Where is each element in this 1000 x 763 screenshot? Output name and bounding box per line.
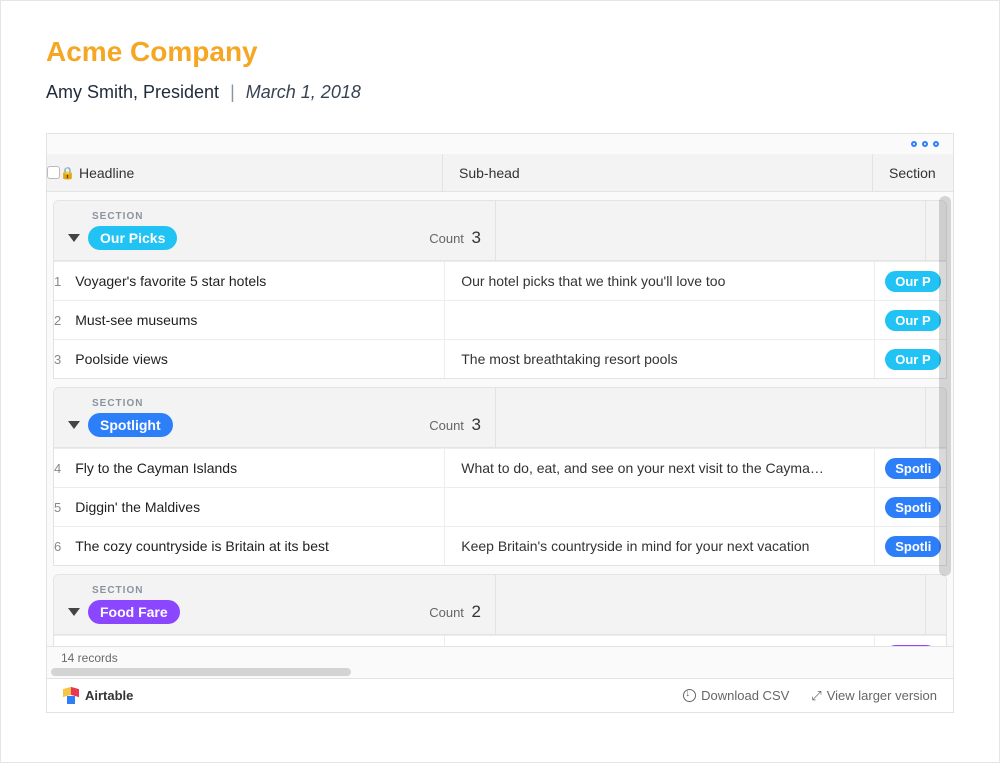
group: SECTION Our Picks Count 3 1Voyager's favori… bbox=[53, 200, 947, 379]
cell-subhead[interactable] bbox=[445, 488, 875, 526]
horizontal-scrollbar-track[interactable] bbox=[47, 668, 953, 678]
table-row[interactable]: 1Voyager's favorite 5 star hotelsOur hot… bbox=[54, 261, 946, 300]
date: March 1, 2018 bbox=[246, 82, 361, 102]
section-badge: Spotlight bbox=[88, 413, 173, 437]
table-row[interactable]: 6The cozy countryside is Britain at its … bbox=[54, 526, 946, 565]
table-row[interactable]: 4Fly to the Cayman IslandsWhat to do, ea… bbox=[54, 448, 946, 487]
byline-separator: | bbox=[224, 82, 241, 102]
cell-section[interactable]: Food bbox=[875, 636, 947, 646]
group: SECTION Spotlight Count 3 4Fly to the Cayma… bbox=[53, 387, 947, 566]
airtable-logo-icon bbox=[63, 688, 79, 704]
download-icon bbox=[683, 689, 696, 702]
collapse-caret-icon[interactable] bbox=[68, 234, 80, 242]
section-label: SECTION bbox=[92, 398, 483, 409]
embed-footer: Airtable Download CSV ⤢ View larger vers… bbox=[47, 678, 953, 712]
vertical-scrollbar[interactable] bbox=[939, 196, 951, 576]
group-header[interactable]: SECTION Spotlight Count 3 bbox=[54, 388, 946, 448]
cell-section[interactable]: Our P bbox=[875, 340, 947, 378]
cell-section[interactable]: Spotli bbox=[875, 449, 947, 487]
airtable-logo[interactable]: Airtable bbox=[63, 688, 133, 704]
cell-section[interactable]: Spotli bbox=[875, 527, 947, 565]
row-number: 5 bbox=[54, 500, 61, 515]
column-header-section[interactable]: Section bbox=[873, 154, 953, 191]
horizontal-scrollbar-thumb[interactable] bbox=[51, 668, 351, 676]
table-row[interactable]: 3Poolside viewsThe most breathtaking res… bbox=[54, 339, 946, 378]
cell-subhead[interactable] bbox=[445, 636, 875, 646]
row-number: 3 bbox=[54, 352, 61, 367]
lock-icon: 🔒 bbox=[60, 166, 75, 180]
cell-headline[interactable]: Diggin' the Maldives bbox=[61, 488, 445, 526]
table-row[interactable]: 2Must-see museums Our P bbox=[54, 300, 946, 339]
airtable-embed: 🔒 Headline Sub-head Section SECTION Our P… bbox=[46, 133, 954, 713]
collapse-caret-icon[interactable] bbox=[68, 608, 80, 616]
brand-name: Airtable bbox=[85, 688, 133, 703]
column-header-headline[interactable]: Headline bbox=[75, 154, 443, 191]
view-larger-link[interactable]: ⤢ View larger version bbox=[811, 688, 937, 704]
author: Amy Smith, President bbox=[46, 82, 219, 102]
group-header[interactable]: SECTION Food Fare Count 2 bbox=[54, 575, 946, 635]
cell-subhead[interactable]: Our hotel picks that we think you'll lov… bbox=[445, 262, 875, 300]
cell-headline[interactable]: The cozy countryside is Britain at its b… bbox=[61, 527, 445, 565]
collapse-caret-icon[interactable] bbox=[68, 421, 80, 429]
cell-section[interactable]: Our P bbox=[875, 301, 947, 339]
cell-headline[interactable]: Spotlight on Jacques Martin bbox=[61, 636, 445, 646]
table-header-row: 🔒 Headline Sub-head Section bbox=[47, 154, 953, 192]
more-menu-icon[interactable] bbox=[911, 141, 939, 147]
section-badge: Food Fare bbox=[88, 600, 180, 624]
section-label: SECTION bbox=[92, 585, 483, 596]
row-number: 6 bbox=[54, 539, 61, 554]
page-title: Acme Company bbox=[46, 36, 954, 68]
cell-subhead[interactable]: What to do, eat, and see on your next vi… bbox=[445, 449, 875, 487]
row-number: 2 bbox=[54, 313, 61, 328]
cell-subhead[interactable] bbox=[445, 301, 875, 339]
cell-subhead[interactable]: Keep Britain's countryside in mind for y… bbox=[445, 527, 875, 565]
group-count: Count 3 bbox=[429, 415, 481, 435]
row-number: 1 bbox=[54, 274, 61, 289]
cell-headline[interactable]: Must-see museums bbox=[61, 301, 445, 339]
view-larger-label: View larger version bbox=[827, 688, 937, 703]
cell-subhead[interactable]: The most breathtaking resort pools bbox=[445, 340, 875, 378]
select-all-checkbox[interactable] bbox=[47, 166, 60, 179]
download-csv-link[interactable]: Download CSV bbox=[683, 688, 789, 703]
group-count: Count 3 bbox=[429, 228, 481, 248]
column-header-subhead[interactable]: Sub-head bbox=[443, 154, 873, 191]
cell-headline[interactable]: Voyager's favorite 5 star hotels bbox=[61, 262, 445, 300]
table-row[interactable]: 7Spotlight on Jacques MartinFood bbox=[54, 635, 946, 646]
cell-section[interactable]: Our P bbox=[875, 262, 947, 300]
cell-headline[interactable]: Fly to the Cayman Islands bbox=[61, 449, 445, 487]
table-viewport: 🔒 Headline Sub-head Section SECTION Our P… bbox=[47, 134, 953, 646]
group-header[interactable]: SECTION Our Picks Count 3 bbox=[54, 201, 946, 261]
record-count: 14 records bbox=[47, 646, 953, 668]
section-label: SECTION bbox=[92, 211, 483, 222]
row-number: 4 bbox=[54, 461, 61, 476]
group: SECTIONFood FareCount 27Spotlight on Jac… bbox=[53, 574, 947, 646]
byline: Amy Smith, President | March 1, 2018 bbox=[46, 82, 954, 103]
cell-headline[interactable]: Poolside views bbox=[61, 340, 445, 378]
section-badge: Our Picks bbox=[88, 226, 177, 250]
cell-section[interactable]: Spotli bbox=[875, 488, 947, 526]
expand-icon: ⤢ bbox=[811, 688, 821, 704]
group-count: Count 2 bbox=[429, 602, 481, 622]
table-row[interactable]: 5Diggin' the Maldives Spotli bbox=[54, 487, 946, 526]
download-csv-label: Download CSV bbox=[701, 688, 789, 703]
